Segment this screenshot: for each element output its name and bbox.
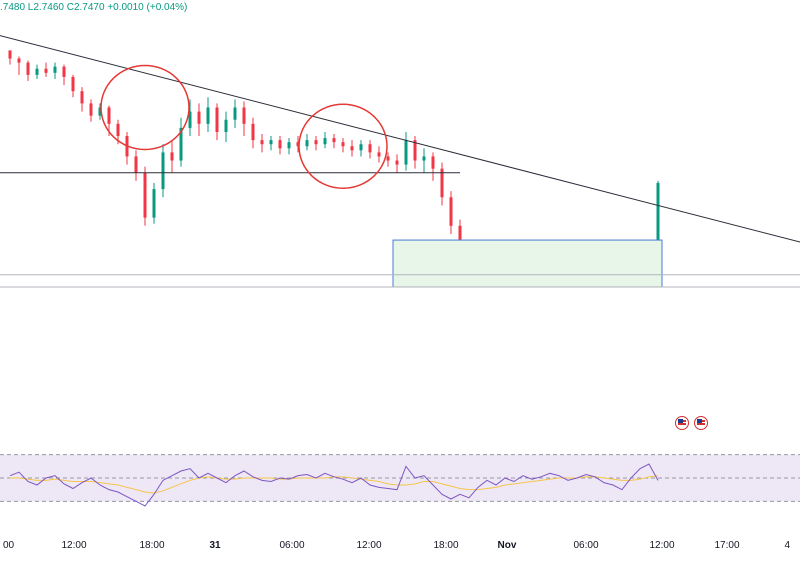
candle <box>431 156 435 169</box>
candle <box>422 156 426 161</box>
time-axis: 00 12:00 18:00 31 06:00 12:00 18:00 Nov 06:00 12:… <box>3 540 790 551</box>
x-tick-label: Nov <box>498 540 517 551</box>
highlight-circle <box>298 103 388 189</box>
candle <box>143 172 147 218</box>
candle <box>368 144 372 153</box>
x-tick-label: 00 <box>3 540 15 551</box>
candle <box>350 146 354 151</box>
x-tick-label: 06:00 <box>279 540 304 551</box>
candle <box>377 152 381 157</box>
trend-line <box>0 35 800 243</box>
candle <box>341 142 345 147</box>
candle <box>98 107 102 116</box>
highlight-circle <box>100 64 190 151</box>
candle <box>134 156 138 173</box>
x-tick-label: 12:00 <box>356 540 381 551</box>
x-tick-label: 18:00 <box>433 540 458 551</box>
candle <box>278 140 282 149</box>
candle <box>80 91 84 104</box>
candle <box>287 142 291 149</box>
candle <box>26 62 30 75</box>
candle <box>404 140 408 165</box>
candle <box>458 225 462 247</box>
ohlc-values: .7480 L2.7460 C2.7470 +0.0010 (+0.04%) <box>0 2 188 13</box>
candle <box>8 50 12 59</box>
annotations <box>0 35 800 288</box>
candle <box>35 68 39 75</box>
candle <box>251 123 255 141</box>
candle <box>242 107 246 124</box>
candle <box>260 140 264 145</box>
candle <box>296 142 300 147</box>
candle <box>53 66 57 73</box>
candle <box>170 152 174 161</box>
us-flag-icon[interactable] <box>675 416 689 430</box>
x-tick-label: 31 <box>209 540 221 551</box>
candle <box>71 76 75 92</box>
candle <box>656 182 660 271</box>
candle <box>62 66 66 77</box>
candle <box>359 144 363 151</box>
candle <box>305 140 309 147</box>
candle <box>152 189 156 218</box>
candle <box>386 156 390 161</box>
candle <box>107 107 111 124</box>
x-tick-label: 18:00 <box>139 540 164 551</box>
candle <box>332 138 336 143</box>
candle <box>314 140 318 145</box>
candle <box>17 58 21 63</box>
candle <box>89 103 93 116</box>
range-box <box>392 239 663 288</box>
x-tick-label: 12:00 <box>61 540 86 551</box>
candle <box>44 68 48 73</box>
rsi-line <box>9 463 659 507</box>
candle <box>188 111 192 128</box>
ohlc-info-line: .7480 L2.7460 C2.7470 +0.0010 (+0.04%) <box>0 2 187 13</box>
us-flag-icon[interactable] <box>694 416 708 430</box>
candle <box>161 152 165 190</box>
candle <box>449 197 453 226</box>
candle <box>233 107 237 120</box>
candle <box>116 123 120 137</box>
rsi-pane <box>0 454 800 507</box>
candle <box>179 127 183 161</box>
x-tick-label: 17:00 <box>714 540 739 551</box>
candle <box>224 119 228 132</box>
candle <box>395 160 399 165</box>
x-tick-label: 4 <box>784 540 790 551</box>
candle <box>323 138 327 145</box>
candle <box>197 111 201 124</box>
x-tick-label: 12:00 <box>649 540 674 551</box>
x-tick-label: 06:00 <box>573 540 598 551</box>
candle <box>440 168 444 198</box>
candle <box>269 140 273 145</box>
candle <box>413 140 417 161</box>
candle <box>206 107 210 124</box>
candle <box>215 107 219 132</box>
